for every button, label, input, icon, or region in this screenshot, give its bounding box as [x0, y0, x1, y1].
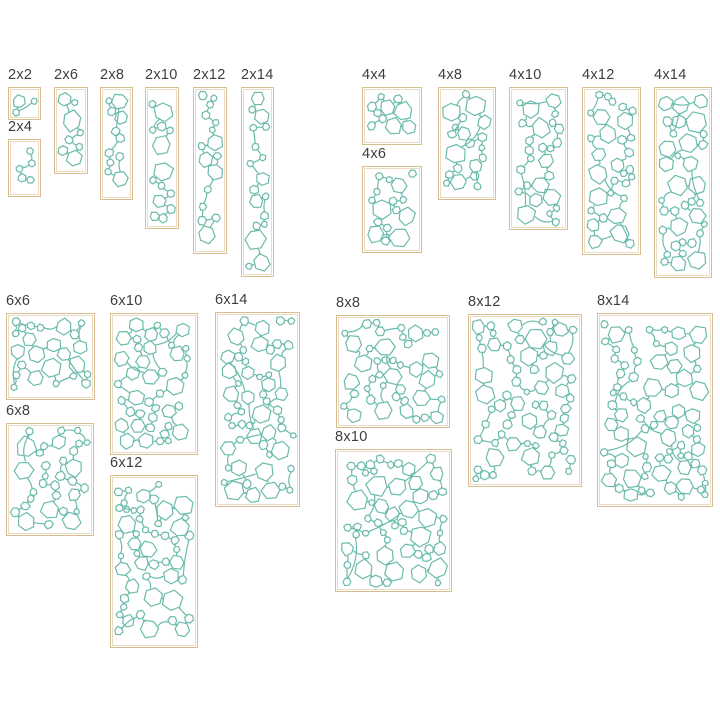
stitch-pattern-hexagon-meander [586, 90, 637, 250]
stitch-pattern-hexagon-meander [366, 92, 417, 135]
hoop-frame-inner [364, 168, 420, 251]
size-label: 4x8 [438, 67, 463, 83]
hoop-frame-inner [470, 316, 580, 485]
size-label: 2x8 [100, 67, 125, 83]
design-panel-8x14 [597, 313, 713, 507]
size-label: 2x12 [193, 67, 226, 83]
size-label: 8x8 [336, 295, 361, 311]
size-label: 4x12 [582, 67, 615, 83]
stitch-pattern-hexagon-meander [340, 318, 446, 425]
design-panel-4x10 [509, 87, 568, 230]
size-label: 6x8 [6, 403, 31, 419]
hoop-frame-inner [599, 315, 711, 505]
stitch-pattern-hexagon-meander [244, 91, 271, 272]
hoop-frame-inner [102, 89, 131, 198]
size-label: 8x10 [335, 429, 368, 445]
hoop-frame-inner [56, 89, 86, 172]
stitch-pattern-hexagon-meander [104, 93, 129, 188]
design-panel-4x6 [362, 166, 422, 253]
size-label: 6x14 [215, 292, 248, 308]
design-panel-6x12 [110, 475, 198, 648]
design-panel-2x8 [100, 87, 133, 200]
size-label: 4x14 [654, 67, 687, 83]
size-label: 4x4 [362, 67, 387, 83]
stitch-pattern-hexagon-meander [341, 453, 448, 588]
stitch-pattern-hexagon-meander [471, 317, 578, 483]
design-panel-8x12 [468, 314, 582, 487]
hoop-frame-inner [10, 89, 39, 118]
stitch-pattern-hexagon-meander [15, 147, 36, 184]
design-panel-2x12 [193, 87, 227, 254]
hoop-frame-inner [338, 317, 448, 426]
design-panel-4x14 [654, 87, 712, 278]
hoop-frame-inner [217, 314, 298, 505]
hoop-frame-inner [337, 451, 450, 590]
design-panel-2x10 [145, 87, 179, 229]
size-label: 2x4 [8, 119, 33, 135]
hoop-frame-inner [10, 141, 39, 195]
design-panel-8x10 [335, 449, 452, 592]
design-panel-2x2 [8, 87, 41, 120]
design-panel-8x8 [336, 315, 450, 428]
stitch-pattern-hexagon-meander [442, 90, 492, 191]
hoop-frame-inner [112, 477, 196, 646]
design-panel-6x8 [6, 423, 94, 536]
size-label: 8x14 [597, 293, 630, 309]
size-label: 6x10 [110, 293, 143, 309]
design-panel-4x8 [438, 87, 496, 200]
hoop-frame-inner [243, 89, 272, 275]
hoop-frame-inner [584, 89, 639, 253]
hoop-frame-inner [511, 89, 566, 228]
size-label: 2x2 [8, 67, 33, 83]
stitch-pattern-hexagon-meander [113, 480, 195, 639]
size-label: 2x10 [145, 67, 178, 83]
stitch-pattern-hexagon-meander [197, 90, 224, 245]
stitch-pattern-hexagon-meander [514, 93, 565, 227]
stitch-pattern-hexagon-meander [10, 317, 92, 392]
design-panel-6x14 [215, 312, 300, 507]
stitch-pattern-hexagon-meander [148, 99, 176, 224]
design-panel-6x6 [6, 313, 95, 400]
size-label: 2x14 [241, 67, 274, 83]
design-panel-4x4 [362, 87, 422, 145]
size-label: 6x12 [110, 455, 143, 471]
stitch-pattern-hexagon-meander [600, 319, 710, 502]
hoop-frame-inner [440, 89, 494, 198]
hoop-frame-inner [364, 89, 420, 143]
hoop-frame-inner [112, 315, 196, 453]
hoop-frame-inner [656, 89, 710, 276]
stitch-pattern-hexagon-meander [9, 426, 91, 532]
hoop-frame-inner [147, 89, 177, 227]
hoop-frame-inner [8, 315, 93, 398]
stitch-pattern-hexagon-meander [57, 92, 84, 167]
size-label: 6x6 [6, 293, 31, 309]
stitch-pattern-hexagon-meander [12, 94, 38, 117]
design-panel-2x14 [241, 87, 274, 277]
design-panel-2x4 [8, 139, 41, 197]
design-panel-2x6 [54, 87, 88, 174]
hoop-frame-inner [195, 89, 225, 252]
stitch-pattern-hexagon-meander [219, 316, 297, 503]
stitch-pattern-hexagon-meander [113, 317, 192, 450]
design-panel-6x10 [110, 313, 198, 455]
size-label: 8x12 [468, 294, 501, 310]
size-label: 4x6 [362, 146, 387, 162]
size-label: 2x6 [54, 67, 79, 83]
hoop-frame-inner [8, 425, 92, 534]
stitch-pattern-hexagon-meander [657, 93, 709, 272]
design-panel-4x12 [582, 87, 641, 255]
size-label: 4x10 [509, 67, 542, 83]
stitch-pattern-hexagon-meander [367, 169, 418, 248]
